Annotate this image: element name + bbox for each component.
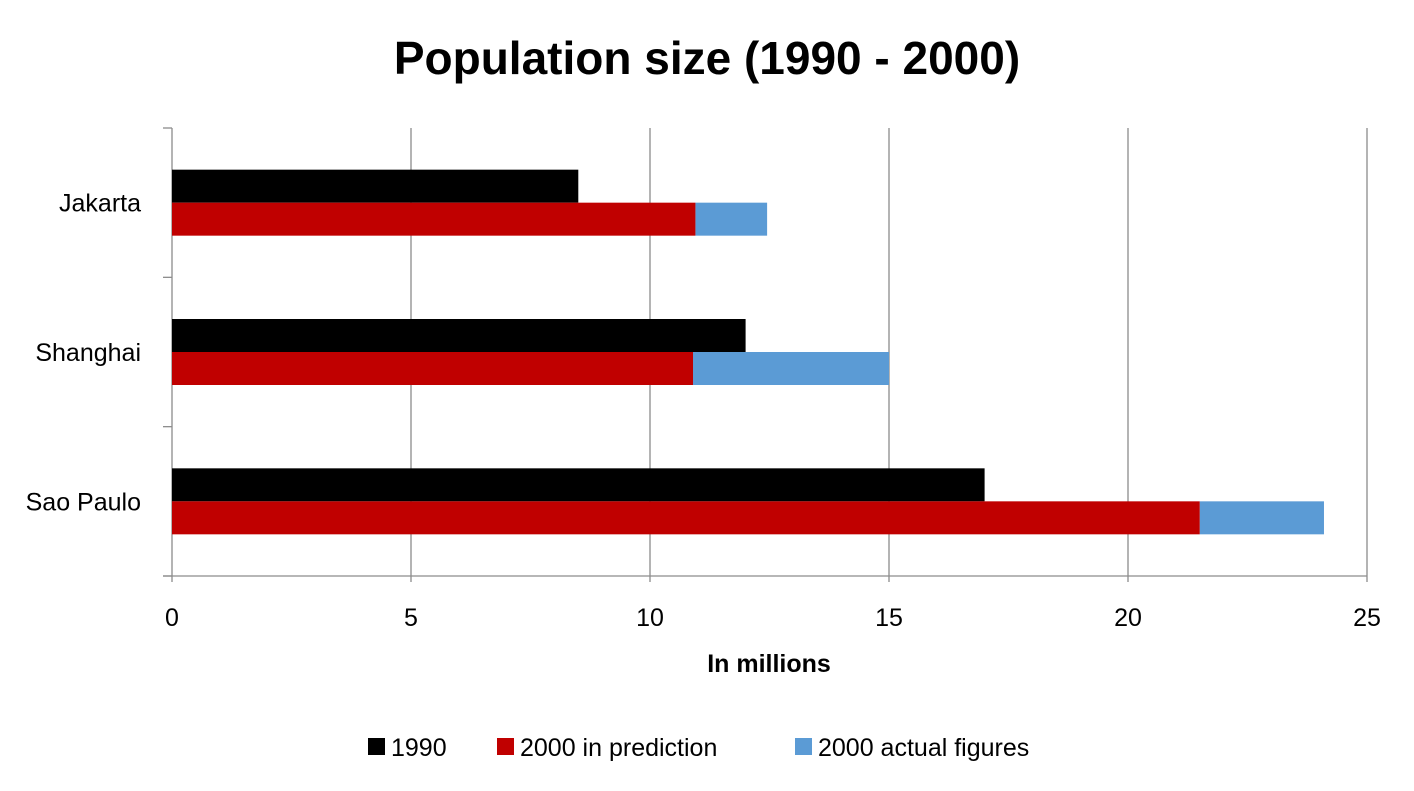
- x-tick-label: 10: [636, 604, 664, 632]
- y-category-label: Sao Paulo: [26, 488, 141, 516]
- bar-2000-prediction: [172, 352, 694, 385]
- bar-2000-prediction: [172, 501, 1200, 535]
- legend-label: 1990: [391, 734, 447, 762]
- legend-label: 2000 in prediction: [520, 734, 717, 762]
- legend-swatch: [795, 738, 812, 755]
- legend-label: 2000 actual figures: [818, 734, 1029, 762]
- y-category-label: Shanghai: [35, 339, 141, 367]
- x-tick-label: 15: [875, 604, 903, 632]
- x-tick-label: 0: [165, 604, 179, 632]
- labels: 0 5 10 15 20 25 Jakarta Shanghai Sao Paulo: [26, 190, 1381, 632]
- legend-swatch: [368, 738, 385, 755]
- chart-title: Population size (1990 - 2000): [394, 32, 1020, 84]
- legend-swatch: [497, 738, 514, 755]
- legend: 1990 2000 in prediction 2000 actual figure…: [368, 734, 1029, 762]
- y-category-label: Jakarta: [59, 190, 141, 218]
- bar-2000-actual: [1199, 501, 1324, 535]
- bars: [172, 169, 1324, 535]
- x-tick-label: 5: [404, 604, 418, 632]
- bar-1990: [172, 319, 746, 352]
- bar-2000-actual: [695, 202, 768, 236]
- bar-2000-actual: [693, 352, 889, 385]
- x-tick-label: 25: [1353, 604, 1381, 632]
- x-tick-label: 20: [1114, 604, 1142, 632]
- x-axis-title: In millions: [707, 650, 831, 678]
- bar-2000-prediction: [172, 202, 696, 236]
- bar-1990: [172, 468, 985, 502]
- bar-1990: [172, 169, 579, 203]
